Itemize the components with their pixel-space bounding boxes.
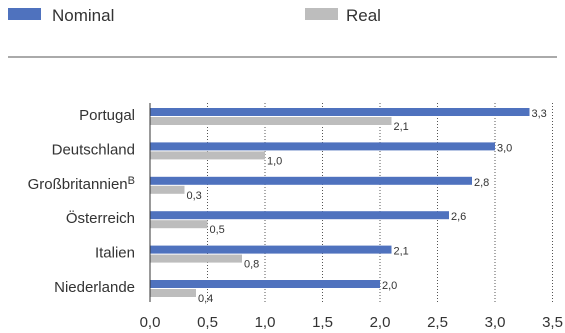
- bar-real-2: [150, 185, 185, 194]
- x-axis-tick-labels: 0,0 0,5 1,0 1,5 2,0 2,5 3,0 3,5: [140, 314, 563, 331]
- category-label-3: Österreich: [66, 209, 135, 227]
- value-label-nominal-2: 2,8: [474, 177, 489, 189]
- legend: Nominal Real: [8, 6, 381, 25]
- value-label-real-5: 0,4: [198, 293, 213, 305]
- bar-real-5: [150, 289, 196, 297]
- bar-nominal-2: [150, 176, 472, 185]
- category-label-0: Portugal: [79, 107, 135, 124]
- x-tick-label-1: 0,5: [197, 314, 218, 331]
- value-label-real-4: 0,8: [244, 259, 259, 271]
- value-label-nominal-1: 3,0: [497, 142, 512, 154]
- category-labels: Portugal Deutschland GroßbritannienB Österr…: [28, 107, 135, 296]
- bar-nominal-0: [150, 108, 530, 116]
- bar-nominal-5: [150, 280, 380, 288]
- x-tick-label-7: 3,5: [542, 314, 563, 331]
- legend-label-nominal: Nominal: [52, 6, 114, 25]
- value-label-nominal-5: 2,0: [382, 280, 397, 292]
- value-label-real-1: 1,0: [267, 155, 282, 167]
- bars-group: 3,3 2,1 3,0 1,0 2,8 0,3 2,6 0,5 2,1 0,8 2,0 0,4: [150, 108, 547, 305]
- x-tick-label-2: 1,0: [255, 314, 276, 331]
- value-label-nominal-4: 2,1: [394, 246, 409, 258]
- category-label-2: GroßbritannienB: [28, 175, 135, 193]
- bar-real-3: [150, 220, 208, 229]
- x-tick-label-6: 3,0: [485, 314, 506, 331]
- category-label-5: Niederlande: [54, 279, 135, 296]
- x-tick-label-4: 2,0: [370, 314, 391, 331]
- value-label-nominal-3: 2,6: [451, 211, 466, 223]
- bar-real-0: [150, 117, 392, 125]
- category-label-1: Deutschland: [52, 141, 135, 158]
- category-label-4: Italien: [95, 245, 135, 262]
- x-tick-label-3: 1,5: [312, 314, 333, 331]
- legend-label-real: Real: [346, 6, 381, 25]
- value-label-nominal-0: 3,3: [532, 108, 547, 120]
- bar-nominal-3: [150, 211, 449, 220]
- bar-real-4: [150, 254, 242, 263]
- value-label-real-2: 0,3: [187, 190, 202, 202]
- value-label-real-0: 2,1: [394, 121, 409, 133]
- x-tick-label-0: 0,0: [140, 314, 161, 331]
- value-label-real-3: 0,5: [210, 224, 225, 236]
- bar-nominal-4: [150, 245, 392, 254]
- legend-swatch-nominal: [8, 8, 41, 20]
- x-tick-label-5: 2,5: [427, 314, 448, 331]
- legend-swatch-real: [305, 8, 338, 20]
- bar-nominal-1: [150, 142, 495, 151]
- grid-lines: [207, 103, 553, 302]
- bar-real-1: [150, 151, 265, 160]
